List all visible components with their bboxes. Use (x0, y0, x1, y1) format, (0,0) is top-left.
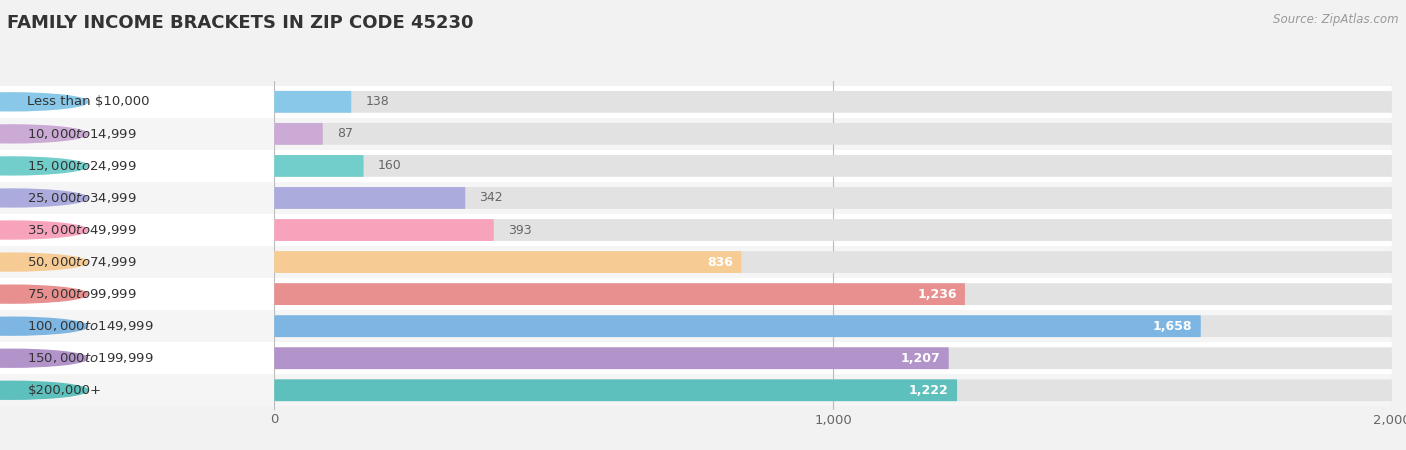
FancyBboxPatch shape (274, 155, 364, 177)
Bar (0, 118, 274, 150)
Bar (274, 278, 1392, 310)
FancyBboxPatch shape (274, 315, 1201, 337)
Text: $200,000+: $200,000+ (28, 384, 101, 397)
Circle shape (0, 317, 87, 335)
FancyBboxPatch shape (274, 91, 352, 113)
Bar (0, 374, 274, 406)
FancyBboxPatch shape (274, 283, 1392, 305)
FancyBboxPatch shape (274, 219, 1392, 241)
Bar (0, 342, 274, 374)
Text: $10,000 to $14,999: $10,000 to $14,999 (28, 127, 138, 141)
Text: $75,000 to $99,999: $75,000 to $99,999 (28, 287, 138, 301)
FancyBboxPatch shape (274, 91, 1392, 113)
Text: 836: 836 (707, 256, 733, 269)
FancyBboxPatch shape (274, 187, 465, 209)
Text: $25,000 to $34,999: $25,000 to $34,999 (28, 191, 138, 205)
FancyBboxPatch shape (274, 251, 1392, 273)
Circle shape (0, 349, 87, 367)
Text: FAMILY INCOME BRACKETS IN ZIP CODE 45230: FAMILY INCOME BRACKETS IN ZIP CODE 45230 (7, 14, 474, 32)
FancyBboxPatch shape (274, 347, 949, 369)
Text: Source: ZipAtlas.com: Source: ZipAtlas.com (1274, 14, 1399, 27)
Text: 342: 342 (479, 192, 503, 204)
Bar (274, 182, 1392, 214)
FancyBboxPatch shape (274, 187, 1392, 209)
Bar (274, 342, 1392, 374)
Text: $35,000 to $49,999: $35,000 to $49,999 (28, 223, 138, 237)
Bar (274, 150, 1392, 182)
Text: 87: 87 (337, 127, 353, 140)
Bar (0, 150, 274, 182)
Bar (274, 118, 1392, 150)
Text: $15,000 to $24,999: $15,000 to $24,999 (28, 159, 138, 173)
FancyBboxPatch shape (274, 219, 494, 241)
Bar (274, 86, 1392, 118)
Circle shape (0, 221, 87, 239)
Text: 393: 393 (508, 224, 531, 237)
Circle shape (0, 253, 87, 271)
Circle shape (0, 381, 87, 399)
FancyBboxPatch shape (274, 379, 957, 401)
Circle shape (0, 157, 87, 175)
Bar (0, 278, 274, 310)
FancyBboxPatch shape (274, 123, 323, 145)
Text: 1,236: 1,236 (917, 288, 956, 301)
FancyBboxPatch shape (274, 283, 965, 305)
Circle shape (0, 125, 87, 143)
FancyBboxPatch shape (274, 347, 1392, 369)
Text: 160: 160 (378, 159, 401, 172)
Bar (0, 182, 274, 214)
Bar (0, 214, 274, 246)
Bar (0, 310, 274, 342)
Circle shape (0, 285, 87, 303)
FancyBboxPatch shape (274, 123, 1392, 145)
Text: 1,207: 1,207 (901, 352, 941, 365)
Circle shape (0, 93, 87, 111)
Bar (274, 374, 1392, 406)
Bar (274, 310, 1392, 342)
Bar (0, 86, 274, 118)
Text: 0: 0 (270, 414, 278, 426)
FancyBboxPatch shape (274, 155, 1392, 177)
Circle shape (0, 189, 87, 207)
Text: Less than $10,000: Less than $10,000 (28, 95, 150, 108)
Text: $150,000 to $199,999: $150,000 to $199,999 (28, 351, 153, 365)
FancyBboxPatch shape (274, 315, 1392, 337)
Text: 138: 138 (366, 95, 389, 108)
Text: $50,000 to $74,999: $50,000 to $74,999 (28, 255, 138, 269)
FancyBboxPatch shape (274, 379, 1392, 401)
Bar (0, 246, 274, 278)
Text: $100,000 to $149,999: $100,000 to $149,999 (28, 319, 153, 333)
FancyBboxPatch shape (274, 251, 741, 273)
Text: 1,222: 1,222 (910, 384, 949, 397)
Text: 1,658: 1,658 (1153, 320, 1192, 333)
Bar (274, 246, 1392, 278)
Bar (274, 214, 1392, 246)
